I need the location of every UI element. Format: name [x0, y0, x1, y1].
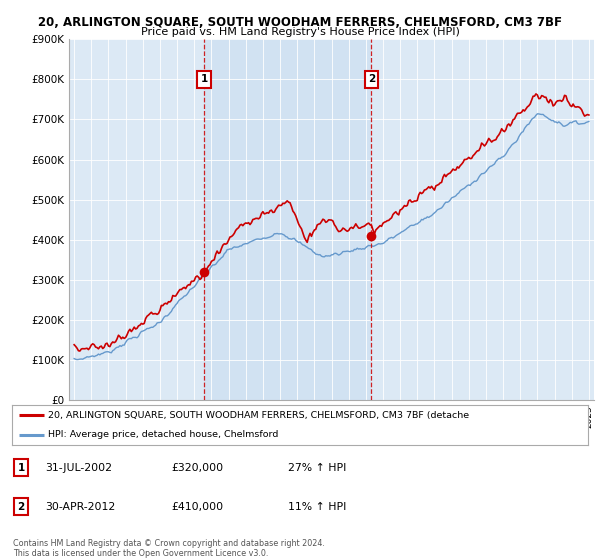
- Text: HPI: Average price, detached house, Chelmsford: HPI: Average price, detached house, Chel…: [48, 430, 278, 439]
- Text: 30-APR-2012: 30-APR-2012: [45, 502, 115, 512]
- Text: This data is licensed under the Open Government Licence v3.0.: This data is licensed under the Open Gov…: [13, 549, 269, 558]
- Text: 1: 1: [17, 463, 25, 473]
- Text: 11% ↑ HPI: 11% ↑ HPI: [288, 502, 346, 512]
- Text: 27% ↑ HPI: 27% ↑ HPI: [288, 463, 346, 473]
- Text: Contains HM Land Registry data © Crown copyright and database right 2024.: Contains HM Land Registry data © Crown c…: [13, 539, 325, 548]
- Text: Price paid vs. HM Land Registry's House Price Index (HPI): Price paid vs. HM Land Registry's House …: [140, 27, 460, 38]
- Text: £320,000: £320,000: [171, 463, 223, 473]
- Text: 20, ARLINGTON SQUARE, SOUTH WOODHAM FERRERS, CHELMSFORD, CM3 7BF (detache: 20, ARLINGTON SQUARE, SOUTH WOODHAM FERR…: [48, 411, 469, 420]
- Text: 2: 2: [17, 502, 25, 512]
- Text: 20, ARLINGTON SQUARE, SOUTH WOODHAM FERRERS, CHELMSFORD, CM3 7BF: 20, ARLINGTON SQUARE, SOUTH WOODHAM FERR…: [38, 16, 562, 29]
- Text: 31-JUL-2002: 31-JUL-2002: [45, 463, 112, 473]
- Text: £410,000: £410,000: [171, 502, 223, 512]
- Text: 2: 2: [368, 74, 375, 85]
- Text: 1: 1: [200, 74, 208, 85]
- Bar: [204, 39, 371, 400]
